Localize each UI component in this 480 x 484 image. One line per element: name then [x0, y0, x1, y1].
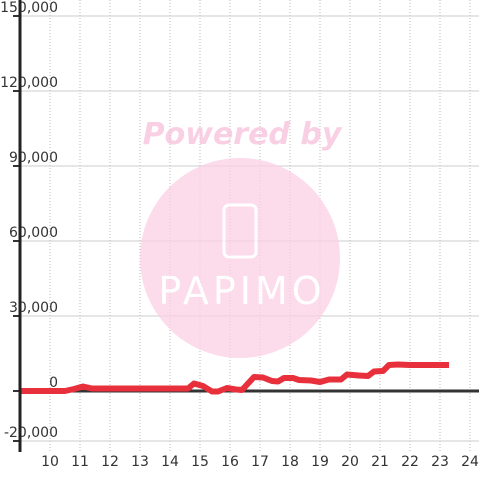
watermark-top: Powered by — [143, 117, 343, 152]
data-line — [20, 361, 449, 395]
plot: 10 11 12 13 14 15 16 17 18 19 20 21 22 23 24 -20,000 0 30… — [0, 0, 479, 470]
y-tick-label: 0 — [49, 375, 58, 391]
y-tick-label: 30,000 — [9, 300, 58, 316]
x-tick-label: 17 — [251, 454, 269, 470]
x-tick-label: 23 — [431, 454, 449, 470]
x-tick-label: 21 — [371, 454, 389, 470]
watermark-phone — [222, 203, 258, 259]
x-tick-label: 20 — [341, 454, 359, 470]
x-tick-label: 16 — [221, 454, 239, 470]
x-tick-label: 22 — [401, 454, 419, 470]
x-tick-label: 13 — [131, 454, 149, 470]
y-tick-label: 60,000 — [9, 225, 58, 241]
x-tick-label: 24 — [461, 454, 479, 470]
y-tick-label: 150,000 — [0, 0, 58, 16]
x-tick-label: 11 — [71, 454, 89, 470]
x-tick-label: 10 — [41, 454, 59, 470]
watermark-brand: PAPIMO — [158, 269, 325, 313]
x-tick-label: 12 — [101, 454, 119, 470]
y-tick-label: 90,000 — [9, 150, 58, 166]
y-tick-label: -20,000 — [4, 425, 58, 441]
x-tick-label: 18 — [281, 454, 299, 470]
x-tick-label: 14 — [161, 454, 179, 470]
x-tick-label: 15 — [191, 454, 209, 470]
watermark: Powered by PAPIMO — [140, 117, 343, 358]
x-tick-label: 19 — [311, 454, 329, 470]
y-tick-label: 120,000 — [0, 75, 58, 91]
